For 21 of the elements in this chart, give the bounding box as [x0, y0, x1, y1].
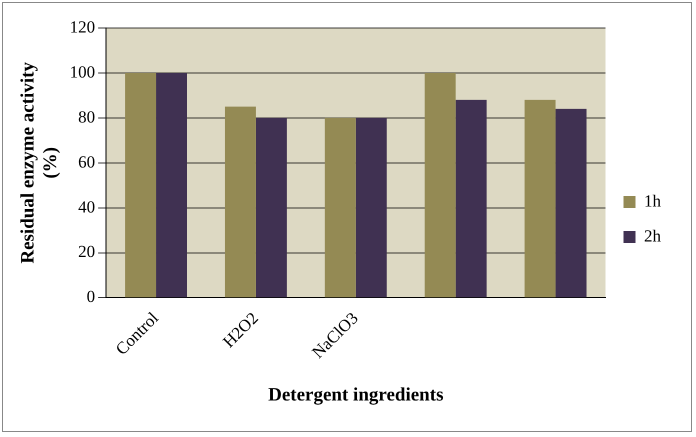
bar — [424, 72, 456, 298]
y-tick-label: 20 — [78, 242, 96, 262]
y-tick-label: 40 — [78, 197, 96, 216]
bar — [456, 100, 487, 298]
bar — [324, 118, 356, 298]
y-tick-label: 60 — [78, 152, 96, 172]
bar — [224, 106, 256, 298]
x-axis-title: Detergent ingredients — [268, 384, 444, 406]
bar — [556, 108, 587, 298]
bar — [125, 72, 156, 298]
y-tick-label: 100 — [70, 62, 96, 82]
bar — [356, 118, 387, 298]
legend-label: 2h — [644, 226, 662, 246]
bar — [256, 118, 287, 298]
bar — [156, 72, 188, 298]
bar — [524, 100, 556, 298]
y-tick-label: 120 — [70, 17, 96, 36]
y-axis-title: Residual enzyme activity (%) — [17, 62, 62, 264]
y-tick-label: 80 — [78, 107, 96, 126]
y-tick-label: 0 — [86, 287, 96, 306]
legend-label: 1h — [644, 191, 662, 210]
